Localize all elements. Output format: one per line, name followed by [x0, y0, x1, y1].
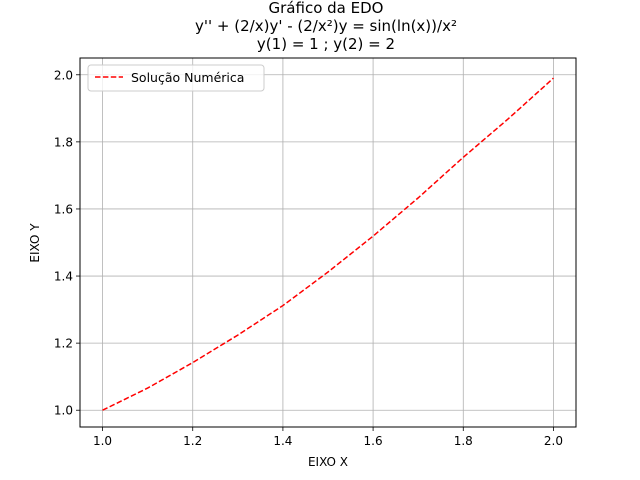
x-tick-label: 1.6 — [364, 434, 383, 448]
axis-ticks: 1.0 1.2 1.4 1.6 1.8 2.0 1.0 1.2 1.4 1.6 1.8 2.0 — [54, 68, 563, 448]
x-tick-label: 2.0 — [544, 434, 563, 448]
chart-title-line-3: y(1) = 1 ; y(2) = 2 — [257, 35, 395, 53]
y-tick-label: 1.2 — [54, 337, 73, 351]
y-tick-label: 2.0 — [54, 68, 73, 82]
chart-title-line-1: Gráfico da EDO — [269, 0, 384, 17]
legend-box — [87, 64, 265, 92]
x-axis-label: EIXO X — [308, 455, 348, 469]
y-tick-label: 1.6 — [54, 202, 73, 216]
y-tick-label: 1.0 — [54, 404, 73, 418]
plot-area-frame — [79, 57, 577, 428]
y-axis-label: EIXO Y — [28, 223, 42, 263]
x-tick-label: 1.4 — [273, 434, 292, 448]
legend-entry-label: Solução Numérica — [131, 70, 244, 85]
y-tick-label: 1.4 — [54, 270, 73, 284]
x-tick-label: 1.2 — [183, 434, 202, 448]
y-tick-label: 1.8 — [54, 135, 73, 149]
x-tick-label: 1.8 — [454, 434, 473, 448]
series-lines — [102, 77, 554, 411]
series-line-0 — [102, 77, 554, 411]
chart-title-line-2: y'' + (2/x)y' - (2/x²)y = sin(ln(x))/x² — [195, 17, 457, 35]
grid-lines — [80, 58, 576, 427]
legend: Solução Numérica — [87, 64, 265, 92]
x-tick-label: 1.0 — [93, 434, 112, 448]
